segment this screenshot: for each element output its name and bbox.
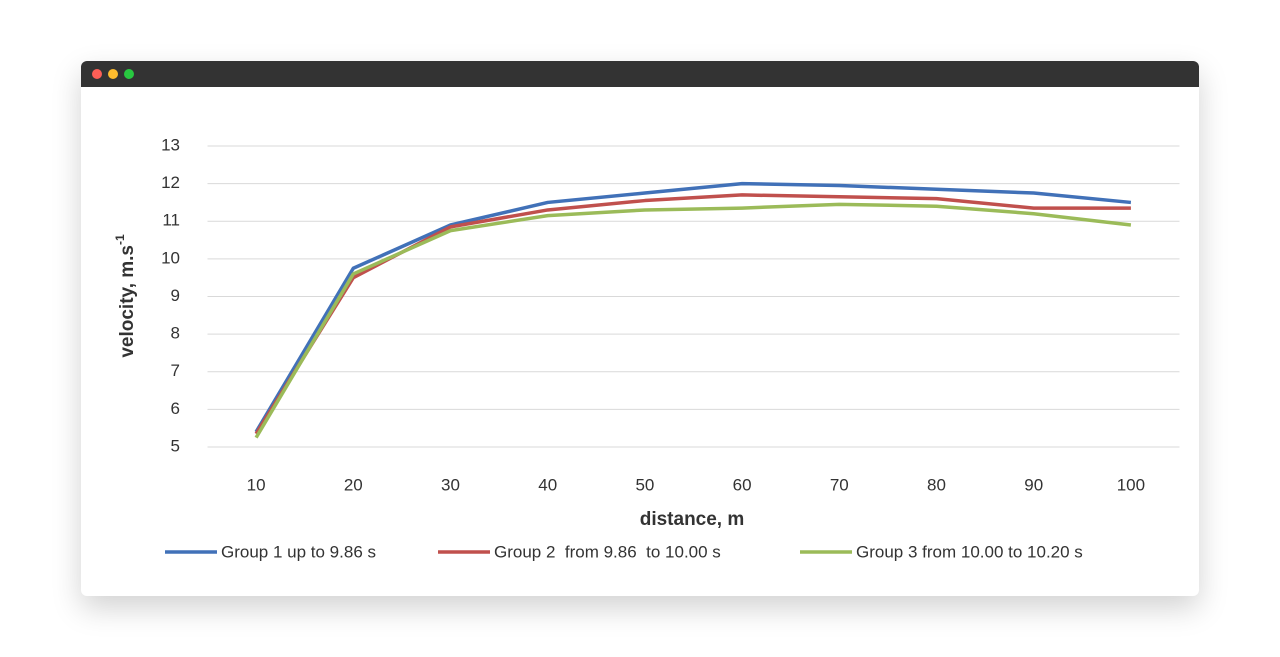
minimize-button[interactable] xyxy=(108,69,118,79)
x-tick-label: 60 xyxy=(733,475,752,494)
legend-label: Group 2 from 9.86 to 10.00 s xyxy=(494,542,721,561)
x-tick-label: 100 xyxy=(1117,475,1145,494)
legend-label: Group 3 from 10.00 to 10.20 s xyxy=(856,542,1083,561)
y-tick-label: 6 xyxy=(171,399,180,418)
series-line xyxy=(254,202,1132,439)
x-axis-title: distance, m xyxy=(640,509,745,530)
y-tick-label: 11 xyxy=(162,211,180,230)
window xyxy=(81,61,1199,596)
x-tick-label: 20 xyxy=(344,475,363,494)
y-tick-label: 9 xyxy=(171,286,180,305)
y-tick-label: 13 xyxy=(161,135,180,154)
close-button[interactable] xyxy=(92,69,102,79)
y-axis-title-text: velocity, m.s xyxy=(117,245,138,358)
x-tick-label: 80 xyxy=(927,475,946,494)
x-tick-label: 70 xyxy=(830,475,849,494)
series-line xyxy=(254,193,1131,435)
legend-label: Group 1 up to 9.86 s xyxy=(221,542,376,561)
series-line xyxy=(254,181,1132,433)
y-tick-label: 7 xyxy=(171,361,180,380)
y-tick-label: 8 xyxy=(171,324,180,343)
y-tick-label: 12 xyxy=(161,173,180,192)
y-tick-label: 5 xyxy=(171,436,180,455)
x-tick-label: 50 xyxy=(635,475,654,494)
y-axis-title: velocity, m.s-1 xyxy=(113,234,138,358)
y-axis-title-superscript: -1 xyxy=(113,234,127,245)
x-tick-label: 40 xyxy=(538,475,557,494)
x-tick-label: 30 xyxy=(441,475,460,494)
y-tick-label: 10 xyxy=(161,248,180,267)
title-bar xyxy=(81,61,1199,87)
maximize-button[interactable] xyxy=(124,69,134,79)
x-tick-label: 10 xyxy=(247,475,266,494)
x-tick-label: 90 xyxy=(1024,475,1043,494)
